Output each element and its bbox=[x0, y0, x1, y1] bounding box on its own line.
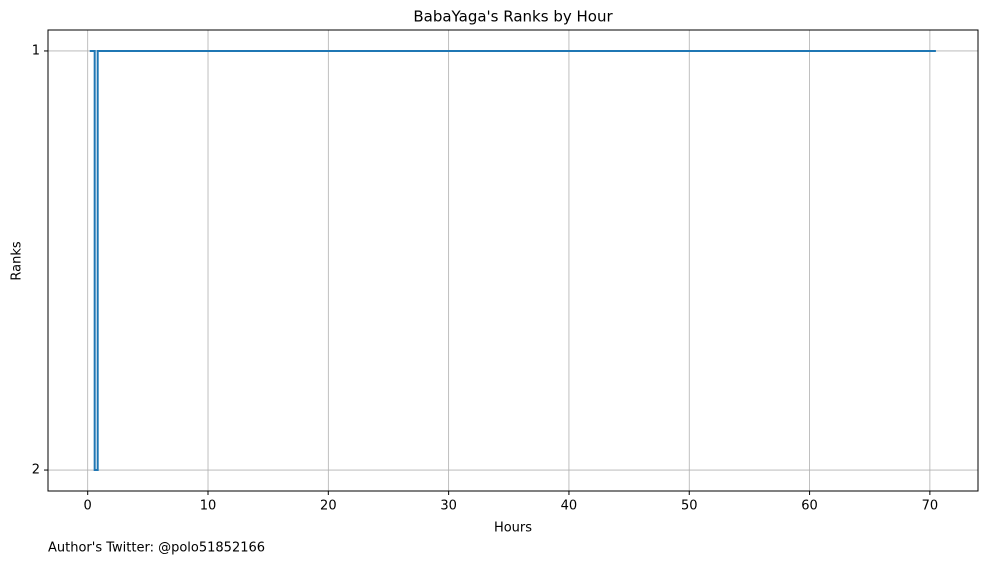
x-axis-label: Hours bbox=[494, 521, 532, 536]
x-tick-label: 40 bbox=[561, 499, 578, 514]
plot-area bbox=[89, 49, 936, 472]
x-tick-label: 60 bbox=[801, 499, 818, 514]
axes-frame bbox=[47, 29, 979, 492]
chart-title: BabaYaga's Ranks by Hour bbox=[413, 8, 613, 26]
x-tick-label: 30 bbox=[440, 499, 457, 514]
y-tick-label: 1 bbox=[32, 43, 40, 58]
x-tick-label: 50 bbox=[681, 499, 698, 514]
series-line bbox=[89, 49, 936, 472]
grid bbox=[48, 30, 978, 491]
x-tick-label: 20 bbox=[320, 499, 337, 514]
footnote: Author's Twitter: @polo51852166 bbox=[48, 541, 265, 556]
x-tick-label: 70 bbox=[922, 499, 939, 514]
x-tick-label: 10 bbox=[200, 499, 217, 514]
y-tick-label: 2 bbox=[32, 463, 40, 478]
x-tick-label: 0 bbox=[84, 499, 92, 514]
y-axis-label: Ranks bbox=[10, 241, 25, 280]
